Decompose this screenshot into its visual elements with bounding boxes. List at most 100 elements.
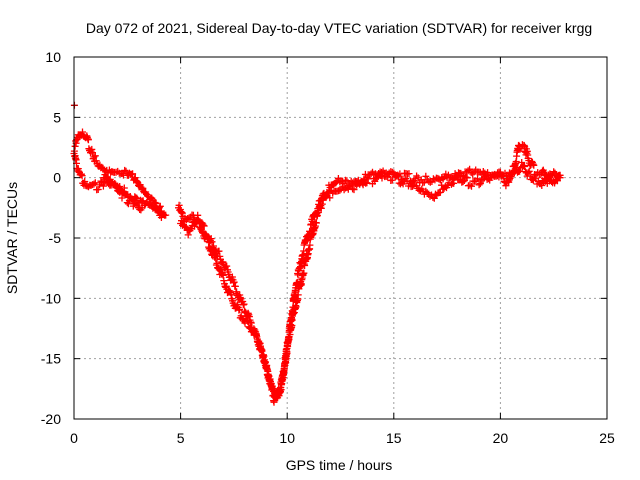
data-point bbox=[78, 172, 86, 180]
data-point bbox=[312, 219, 320, 227]
x-tick-label: 15 bbox=[386, 430, 402, 446]
y-tick-label: -20 bbox=[41, 411, 61, 427]
data-point bbox=[300, 269, 308, 277]
y-tick-label: 5 bbox=[53, 109, 61, 125]
data-point bbox=[113, 182, 121, 190]
data-point bbox=[156, 202, 164, 210]
data-point bbox=[388, 176, 396, 184]
data-point bbox=[405, 170, 413, 178]
data-point bbox=[448, 174, 456, 182]
data-point bbox=[459, 178, 467, 186]
x-tick-label: 5 bbox=[177, 430, 185, 446]
data-point bbox=[408, 178, 416, 186]
data-point bbox=[294, 291, 302, 299]
data-point bbox=[489, 171, 497, 179]
data-point bbox=[458, 172, 466, 180]
y-tick-label: -15 bbox=[41, 351, 61, 367]
data-point bbox=[426, 178, 434, 186]
data-point bbox=[462, 173, 470, 181]
data-point bbox=[520, 162, 527, 169]
data-point bbox=[157, 209, 165, 217]
data-point bbox=[466, 165, 474, 173]
data-point bbox=[452, 171, 460, 179]
data-point bbox=[529, 160, 537, 168]
data-point bbox=[204, 234, 212, 242]
x-axis-label: GPS time / hours bbox=[286, 457, 393, 473]
y-tick-label: 10 bbox=[45, 49, 61, 65]
data-point bbox=[177, 208, 185, 216]
data-point bbox=[88, 145, 96, 153]
data-point bbox=[133, 178, 141, 185]
data-point bbox=[184, 231, 192, 239]
data-point bbox=[208, 238, 216, 246]
y-tick-label: -10 bbox=[41, 290, 61, 306]
data-point bbox=[521, 163, 528, 170]
data-point bbox=[556, 171, 564, 179]
data-point bbox=[151, 199, 159, 206]
data-point bbox=[112, 168, 120, 176]
data-point bbox=[91, 179, 99, 187]
data-point bbox=[220, 277, 228, 285]
data-point bbox=[79, 128, 86, 136]
data-point bbox=[196, 218, 204, 226]
data-point bbox=[422, 172, 430, 180]
data-point bbox=[94, 186, 102, 193]
data-point bbox=[317, 204, 325, 212]
data-point bbox=[322, 193, 330, 201]
data-point bbox=[118, 194, 126, 202]
data-point bbox=[476, 180, 484, 188]
y-axis-label: SDTVAR / TECUs bbox=[4, 182, 20, 294]
data-point bbox=[129, 170, 137, 178]
data-point bbox=[542, 176, 550, 184]
data-point bbox=[318, 200, 326, 208]
data-point bbox=[244, 318, 252, 326]
data-point bbox=[84, 136, 92, 144]
data-point bbox=[530, 161, 538, 169]
y-tick-label: -5 bbox=[49, 230, 62, 246]
data-point bbox=[212, 255, 220, 263]
data-point bbox=[157, 214, 165, 221]
chart-title: Day 072 of 2021, Sidereal Day-to-day VTE… bbox=[86, 20, 592, 36]
data-point bbox=[90, 153, 98, 161]
data-point bbox=[233, 288, 241, 296]
grid-lines bbox=[74, 57, 607, 419]
data-point bbox=[263, 364, 271, 372]
data-point bbox=[542, 177, 549, 185]
data-point bbox=[390, 169, 398, 177]
x-tick-label: 20 bbox=[493, 430, 509, 446]
data-point bbox=[349, 185, 357, 193]
data-point bbox=[253, 331, 260, 339]
data-point bbox=[132, 196, 140, 204]
axes: 0 5 10 15 20 25 -20 -15 -10 -5 0 5 10 bbox=[41, 49, 615, 446]
y-tick-label: 0 bbox=[53, 170, 61, 186]
data-point bbox=[112, 181, 120, 189]
data-point bbox=[252, 328, 260, 336]
x-tick-label: 10 bbox=[279, 430, 295, 446]
data-point bbox=[306, 241, 314, 249]
data-point bbox=[162, 211, 170, 219]
data-point bbox=[510, 169, 518, 177]
data-point bbox=[139, 184, 147, 192]
data-point bbox=[283, 349, 291, 357]
data-point bbox=[91, 152, 99, 160]
data-point bbox=[378, 174, 386, 182]
data-point bbox=[463, 174, 471, 182]
data-point bbox=[240, 300, 248, 308]
data-point bbox=[474, 175, 482, 183]
data-point bbox=[399, 175, 407, 183]
data-point bbox=[467, 169, 475, 177]
data-point bbox=[388, 168, 396, 176]
data-point bbox=[547, 172, 555, 180]
data-point bbox=[223, 262, 231, 270]
data-point bbox=[235, 306, 243, 314]
data-point bbox=[148, 194, 156, 202]
data-point bbox=[122, 190, 130, 198]
data-point bbox=[236, 305, 244, 313]
data-point bbox=[124, 200, 132, 208]
data-point bbox=[466, 181, 474, 189]
x-tick-label: 0 bbox=[70, 430, 78, 446]
data-point bbox=[81, 178, 89, 185]
data-point bbox=[468, 182, 475, 190]
data-point bbox=[138, 204, 146, 212]
data-point bbox=[407, 177, 415, 185]
